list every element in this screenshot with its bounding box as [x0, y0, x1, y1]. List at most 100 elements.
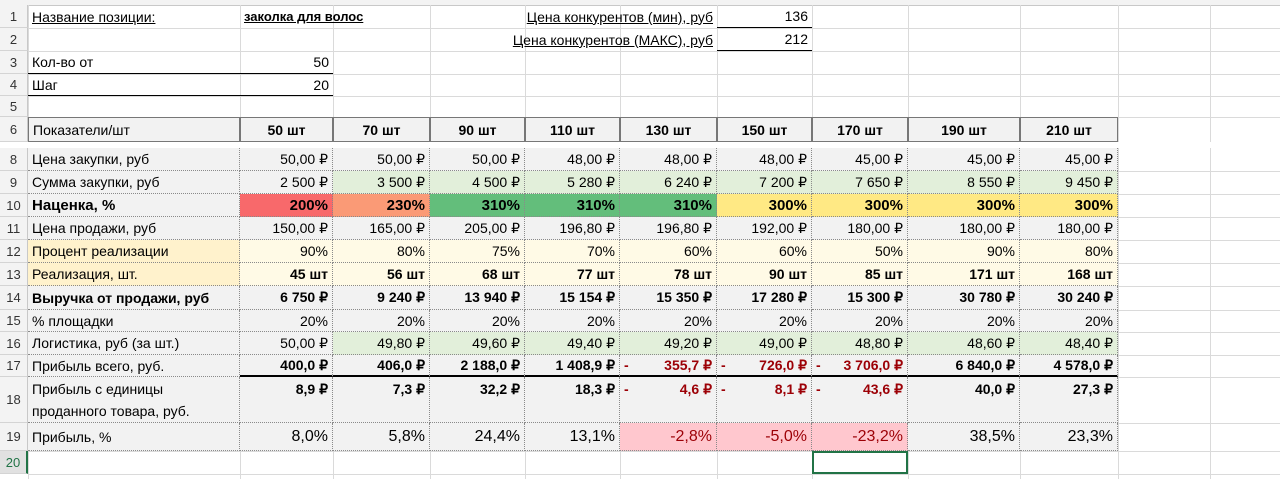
row-number: 19 — [0, 423, 28, 451]
label: Шаг — [28, 74, 240, 96]
row-label: Прибыль, % — [28, 423, 240, 451]
row-number: 14 — [0, 286, 28, 310]
cell: 9 450 ₽ — [1020, 171, 1118, 194]
cell: 45,00 ₽ — [812, 148, 908, 171]
cell: 48,00 ₽ — [717, 148, 812, 171]
cell: 45 шт — [240, 263, 333, 286]
column-header: 190 шт — [908, 117, 1020, 142]
cell: 15 300 ₽ — [812, 286, 908, 310]
cell: 1 408,9 ₽ — [525, 355, 620, 377]
cell: 150,00 ₽ — [240, 217, 333, 240]
cell: 18,3 ₽ — [525, 377, 620, 423]
cell: 400,0 ₽ — [240, 355, 333, 377]
cell: 192,00 ₽ — [717, 217, 812, 240]
cell: 27,3 ₽ — [1020, 377, 1118, 423]
cell: -5,0% — [717, 423, 812, 451]
row-label: Сумма закупки, руб — [28, 171, 240, 194]
row-number: 15 — [0, 310, 28, 332]
cell: 23,3% — [1020, 423, 1118, 451]
row-label-text: Процент реализации — [32, 243, 169, 259]
cell: 49,20 ₽ — [620, 332, 717, 355]
cell-sign: - — [721, 357, 726, 373]
cell: 230% — [333, 194, 430, 217]
cell: 300% — [812, 194, 908, 217]
cell: 310% — [620, 194, 717, 217]
cell: 80% — [333, 240, 430, 263]
cell: -2,8% — [620, 423, 717, 451]
cell: 20% — [525, 310, 620, 332]
row-label: % площадки — [28, 310, 240, 332]
cell-sign: - — [624, 357, 629, 373]
cell: 300% — [1020, 194, 1118, 217]
cell: - 3 706,0 ₽ — [812, 355, 908, 377]
cell: 7 650 ₽ — [812, 171, 908, 194]
selected-cell — [812, 451, 908, 474]
row-number: 12 — [0, 240, 28, 263]
cell: 48,60 ₽ — [908, 332, 1020, 355]
cell: - 726,0 ₽ — [717, 355, 812, 377]
grid-line — [28, 51, 1280, 52]
cell: 49,40 ₽ — [525, 332, 620, 355]
column-header: 170 шт — [812, 117, 908, 142]
hidden-row-gap — [28, 142, 1280, 148]
row-label: Прибыль всего, руб. — [28, 355, 240, 377]
cell: 20% — [240, 310, 333, 332]
cell: 180,00 ₽ — [908, 217, 1020, 240]
cell: 75% — [430, 240, 525, 263]
cell: 90% — [240, 240, 333, 263]
column-header: 210 шт — [1020, 117, 1118, 142]
cell: 20% — [1020, 310, 1118, 332]
row-label-text: Прибыль, % — [32, 428, 112, 445]
cell: 50,00 ₽ — [240, 332, 333, 355]
cell: 32,2 ₽ — [430, 377, 525, 423]
row-label-text: Логистика, руб (за шт.) — [32, 335, 180, 351]
cell: 205,00 ₽ — [430, 217, 525, 240]
cell-value: 355,7 ₽ — [664, 356, 712, 373]
cell: 300% — [908, 194, 1020, 217]
row-label-text: Реализация, шт. — [32, 266, 138, 282]
row-number: 5 — [0, 96, 28, 117]
cell: - 43,6 ₽ — [812, 377, 908, 423]
cell: 6 840,0 ₽ — [908, 355, 1020, 377]
cell: 7 200 ₽ — [717, 171, 812, 194]
cell: 49,60 ₽ — [430, 332, 525, 355]
cell: 310% — [430, 194, 525, 217]
cell: 68 шт — [430, 263, 525, 286]
column-header: Показатели/шт — [28, 117, 240, 142]
cell: 5 280 ₽ — [525, 171, 620, 194]
row-number: 20 — [0, 451, 28, 474]
row-label-text: Выручка от продажи, руб — [32, 289, 210, 306]
row-number: 17 — [0, 355, 28, 377]
label: Цена конкурентов (мин), руб — [526, 8, 713, 25]
cell: 90 шт — [717, 263, 812, 286]
cell: 38,5% — [908, 423, 1020, 451]
label: Цена конкурентов (МАКС), руб — [512, 31, 713, 48]
cell: 6 240 ₽ — [620, 171, 717, 194]
column-header: 130 шт — [620, 117, 717, 142]
value: 50 — [240, 51, 333, 74]
cell: 165,00 ₽ — [333, 217, 430, 240]
cell: 70% — [525, 240, 620, 263]
cell: 13 940 ₽ — [430, 286, 525, 310]
label: Название позиции: — [32, 8, 156, 25]
cell: 20% — [430, 310, 525, 332]
cell: 20% — [908, 310, 1020, 332]
cell-sign: - — [816, 381, 821, 397]
cell: 20% — [620, 310, 717, 332]
row-label: Выручка от продажи, руб — [28, 286, 240, 310]
grid-line — [28, 451, 1280, 452]
cell: 48,40 ₽ — [1020, 332, 1118, 355]
grid-line — [1118, 5, 1119, 479]
cell-value: 726,0 ₽ — [759, 356, 807, 373]
cell: 49,00 ₽ — [717, 332, 812, 355]
cell: 196,80 ₽ — [525, 217, 620, 240]
cell: 50,00 ₽ — [333, 148, 430, 171]
cell: 20% — [333, 310, 430, 332]
cell: 50,00 ₽ — [240, 148, 333, 171]
column-header: 90 шт — [430, 117, 525, 142]
cell: 196,80 ₽ — [620, 217, 717, 240]
cell: 45,00 ₽ — [908, 148, 1020, 171]
grid-line — [28, 74, 1280, 75]
cell: 310% — [525, 194, 620, 217]
row-number: 3 — [0, 51, 28, 74]
